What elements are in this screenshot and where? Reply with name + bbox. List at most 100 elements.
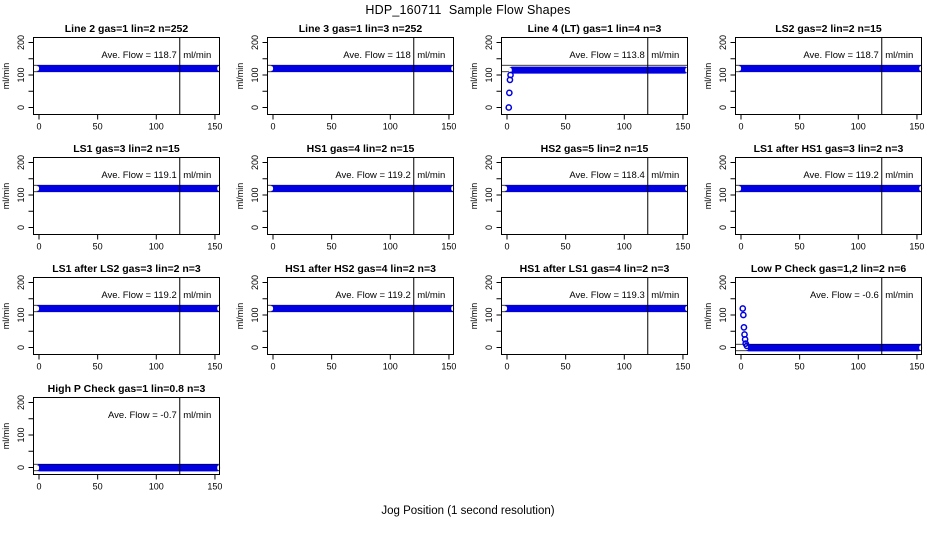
panel-title: LS2 gas=2 lin=2 n=15: [775, 23, 882, 35]
y-axis-title: ml/min: [1, 303, 11, 330]
flow-panel-plot-8: LS1 after LS2 gas=3 lin=2 n=3 0 100 200 ml/m…: [1, 263, 222, 372]
ave-flow-unit: ml/min: [885, 290, 913, 301]
band-end-cap: [269, 306, 274, 311]
y-tick-label: 200: [484, 155, 494, 170]
x-tick-label: 50: [561, 362, 571, 372]
flow-band: [504, 305, 689, 312]
ave-flow-unit: ml/min: [417, 170, 445, 181]
band-end-cap: [503, 186, 508, 191]
panel-title: HS1 gas=4 lin=2 n=15: [307, 143, 415, 155]
ave-flow-value: Ave. Flow = 118.4: [569, 170, 644, 181]
ave-flow-unit: ml/min: [417, 290, 445, 301]
plot-box: [267, 157, 454, 235]
flow-panel: LS2 gas=2 lin=2 n=15 0 100 200 ml/min 0 50 100 1…: [702, 21, 936, 141]
data-point: [741, 336, 749, 343]
data-point: [740, 324, 748, 331]
x-tick-label: 0: [270, 122, 275, 132]
y-axis-title: ml/min: [469, 303, 479, 330]
y-tick-label: 0: [718, 105, 728, 110]
plot-box: [33, 397, 220, 475]
y-axis-title: ml/min: [469, 183, 479, 210]
x-tick-label: 150: [675, 122, 690, 132]
x-tick-label: 100: [383, 362, 398, 372]
x-tick-label: 150: [441, 362, 456, 372]
y-axis-title: ml/min: [703, 303, 713, 330]
plot-box: [735, 277, 922, 355]
panel-title: Low P Check gas=1,2 lin=2 n=6: [751, 263, 906, 275]
x-tick-label: 50: [795, 362, 805, 372]
y-tick-label: 100: [718, 307, 728, 322]
plot-box: [267, 277, 454, 355]
plot-box: [501, 37, 688, 115]
y-tick-label: 0: [718, 225, 728, 230]
x-tick-label: 100: [149, 122, 164, 132]
x-tick-label: 0: [738, 122, 743, 132]
flow-band: [738, 65, 923, 72]
band-end-cap: [35, 186, 40, 191]
x-tick-label: 150: [441, 242, 456, 252]
y-tick-label: 0: [484, 105, 494, 110]
ave-flow-unit: ml/min: [183, 50, 211, 61]
ave-flow-unit: ml/min: [885, 170, 913, 181]
flow-band: [504, 185, 689, 192]
band-end-cap: [269, 66, 274, 71]
panel-title: HS1 after LS1 gas=4 lin=2 n=3: [520, 263, 670, 275]
y-tick-label: 100: [718, 67, 728, 82]
plot-box: [33, 37, 220, 115]
flow-band: [508, 66, 689, 74]
x-tick-label: 150: [207, 482, 222, 492]
x-tick-label: 0: [36, 122, 41, 132]
flow-panel-plot-6: HS2 gas=5 lin=2 n=15 0 100 200 ml/min 0 50 100 1…: [469, 143, 690, 252]
y-tick-label: 100: [718, 187, 728, 202]
plot-box: [501, 157, 688, 235]
flow-panel-plot-3: LS2 gas=2 lin=2 n=15 0 100 200 ml/min 0 50 100 1…: [703, 23, 924, 132]
flow-band: [270, 65, 455, 72]
flow-band: [36, 305, 221, 312]
x-tick-label: 100: [383, 242, 398, 252]
flow-panel-plot-1: Line 3 gas=1 lin=3 n=252 0 100 200 ml/min 0 50…: [235, 23, 456, 132]
x-tick-label: 150: [207, 122, 222, 132]
ave-flow-value: Ave. Flow = 119.2: [101, 290, 176, 301]
y-tick-label: 100: [250, 187, 260, 202]
x-tick-label: 150: [909, 122, 924, 132]
x-tick-label: 100: [149, 482, 164, 492]
y-tick-label: 100: [16, 307, 26, 322]
flow-panel: HS2 gas=5 lin=2 n=15 0 100 200 ml/min 0 50 100 1…: [468, 141, 702, 261]
y-tick-label: 100: [484, 187, 494, 202]
x-tick-label: 50: [93, 362, 103, 372]
y-axis-title: ml/min: [1, 63, 11, 90]
x-tick-label: 150: [207, 362, 222, 372]
x-tick-label: 150: [909, 362, 924, 372]
y-tick-label: 200: [718, 275, 728, 290]
y-tick-label: 100: [484, 307, 494, 322]
x-tick-label: 50: [795, 122, 805, 132]
plot-box: [267, 37, 454, 115]
x-tick-label: 0: [738, 242, 743, 252]
ave-flow-value: Ave. Flow = 118: [343, 50, 411, 61]
y-tick-label: 100: [250, 67, 260, 82]
plot-box: [735, 157, 922, 235]
x-tick-label: 50: [327, 362, 337, 372]
x-tick-label: 0: [504, 242, 509, 252]
ave-flow-value: Ave. Flow = 119.1: [101, 170, 176, 181]
flow-panel: LS1 after LS2 gas=3 lin=2 n=3 0 100 200 ml/m…: [0, 261, 234, 381]
x-tick-label: 100: [851, 362, 866, 372]
y-axis-title: ml/min: [235, 63, 245, 90]
flow-band: [745, 344, 923, 352]
ave-flow-unit: ml/min: [651, 290, 679, 301]
x-tick-label: 100: [149, 362, 164, 372]
y-tick-label: 0: [250, 105, 260, 110]
y-tick-label: 0: [16, 225, 26, 230]
y-tick-label: 200: [484, 275, 494, 290]
flow-panel: Line 3 gas=1 lin=3 n=252 0 100 200 ml/min 0 50…: [234, 21, 468, 141]
x-tick-label: 50: [93, 482, 103, 492]
ave-flow-unit: ml/min: [183, 290, 211, 301]
flow-panel: Low P Check gas=1,2 lin=2 n=6 0 100 200 ml/m…: [702, 261, 936, 381]
y-tick-label: 100: [250, 307, 260, 322]
panel-title: Line 4 (LT) gas=1 lin=4 n=3: [528, 23, 662, 35]
x-tick-label: 0: [270, 362, 275, 372]
y-axis-title: ml/min: [703, 183, 713, 210]
band-end-cap: [35, 66, 40, 71]
panel-title: LS1 after HS1 gas=3 lin=2 n=3: [754, 143, 904, 155]
